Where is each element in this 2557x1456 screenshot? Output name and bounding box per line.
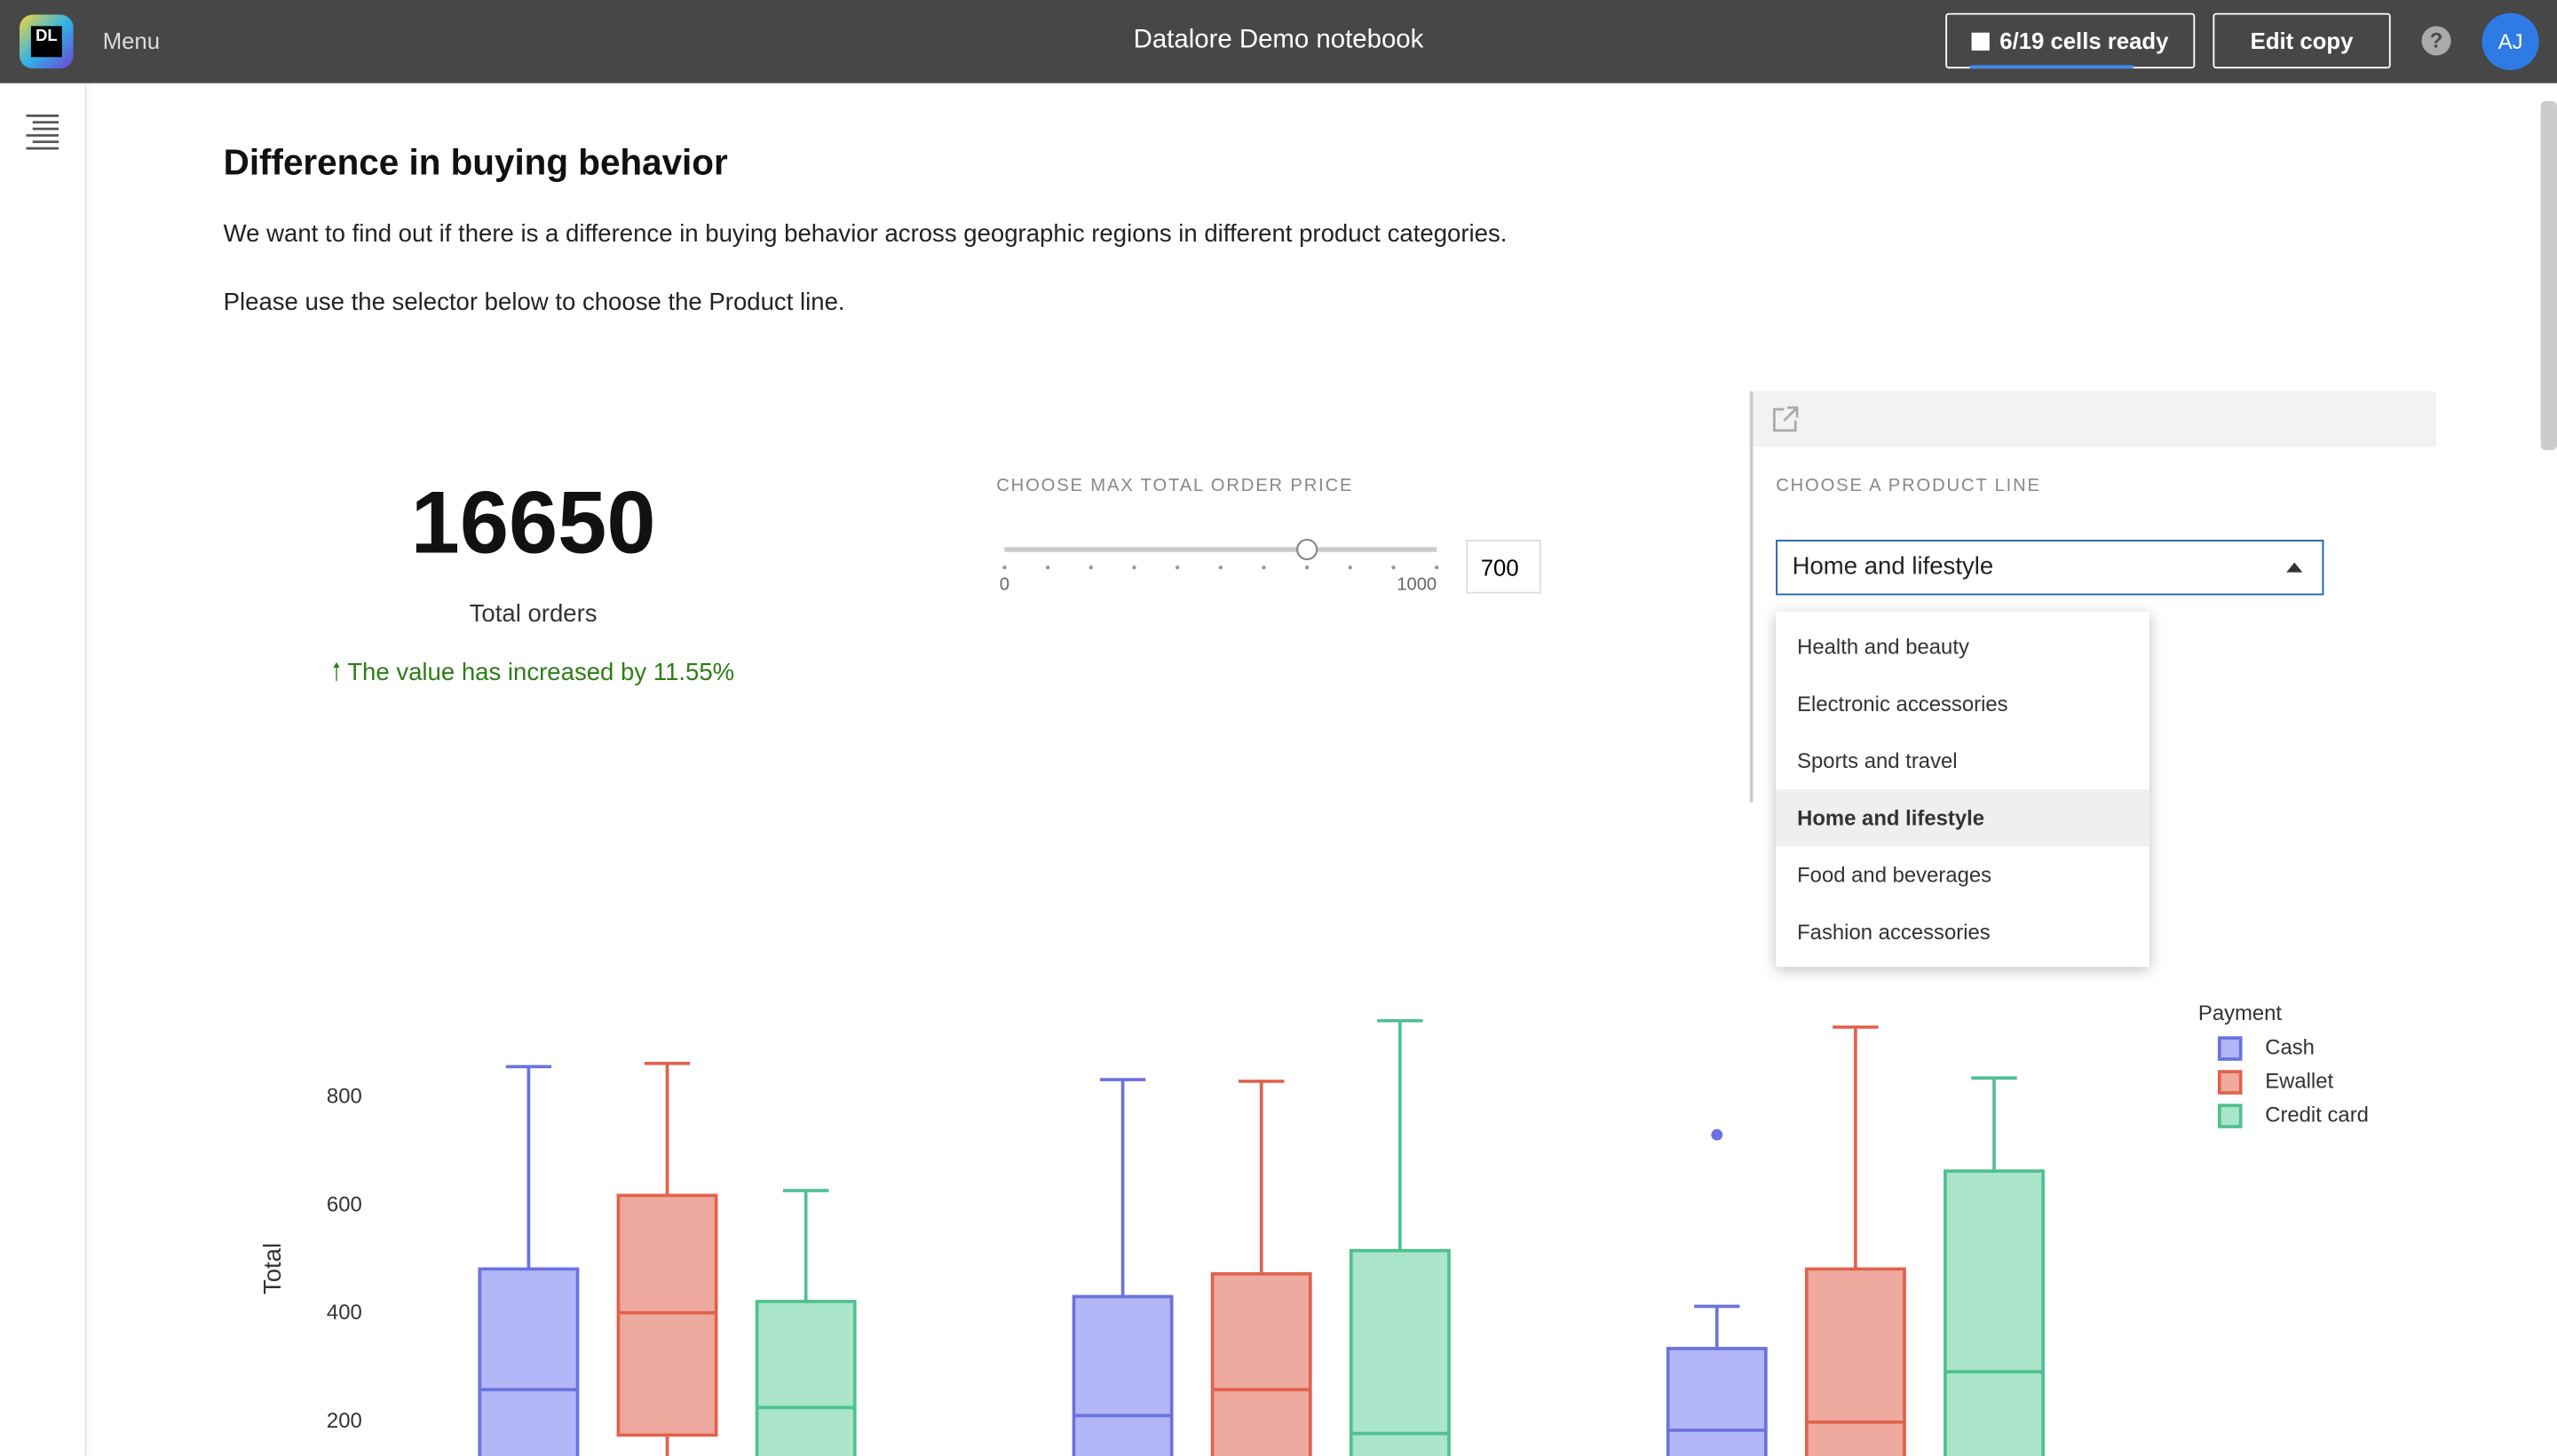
outlier	[1711, 1128, 1723, 1141]
y-axis-label: Total	[258, 1243, 286, 1294]
cell-toolbar	[1749, 391, 2437, 447]
slider-dot	[1002, 565, 1007, 570]
selected-value: Home and lifestyle	[1792, 552, 1994, 581]
slider-dot	[1089, 565, 1093, 570]
slider-max: 1000	[1397, 575, 1437, 595]
box	[1666, 1347, 1768, 1456]
box	[1943, 1169, 2045, 1456]
open-icon[interactable]	[1772, 406, 1799, 432]
status-button[interactable]: 6/19 cells ready	[1945, 12, 2196, 69]
logo[interactable]: DL	[20, 14, 74, 69]
caret	[2286, 562, 2303, 573]
cell-border	[1749, 447, 1753, 803]
slider-dot	[1391, 565, 1396, 570]
slider-thumb	[1296, 538, 1318, 561]
box	[616, 1193, 718, 1437]
box	[478, 1267, 580, 1456]
box	[1210, 1272, 1312, 1456]
slider-label: CHOOSE MAX TOTAL ORDER PRICE	[996, 476, 1354, 496]
kpi-change: 🠑 The value has increased by 11.55%	[207, 655, 859, 696]
box	[755, 1300, 857, 1456]
y-tick-label: 400	[327, 1301, 362, 1325]
legend-label: Cash	[2265, 1035, 2315, 1059]
status-text: 6/19 cells ready	[1999, 28, 2169, 54]
progress	[1969, 65, 2133, 69]
kpi-label: Total orders	[469, 599, 598, 629]
outline-icon[interactable]	[26, 115, 61, 150]
selector-label: CHOOSE A PRODUCT LINE	[1776, 476, 2041, 496]
chart: Total Payment 200 400 600 800 Cash Ewallet Cre…	[258, 1001, 2369, 1456]
notebook-title: Datalore Demo notebook	[1133, 26, 1424, 54]
selector[interactable]: Home and lifestyle	[1776, 539, 2324, 596]
heading: Difference in buying behavior	[223, 141, 728, 183]
slider-dot	[1434, 565, 1439, 570]
top-bar: DL Menu Datalore Demo notebook 6/19 cell…	[0, 0, 2557, 83]
slider-dot	[1218, 565, 1223, 570]
kpi-value: 16650	[410, 474, 656, 573]
help[interactable]: ?	[2421, 26, 2451, 56]
slider-dot	[1304, 565, 1310, 570]
arrow: 🠑	[332, 659, 348, 687]
option[interactable]: Food and beverages	[1797, 862, 1992, 888]
slider-input[interactable]: 700	[1466, 539, 1541, 594]
kpi-change-text: The value has increased by 11.55%	[347, 659, 735, 687]
legend-swatch	[2217, 1104, 2243, 1128]
slider-dot	[1348, 565, 1353, 570]
y-tick-label: 800	[327, 1085, 362, 1109]
option[interactable]: Health and beauty	[1797, 634, 1969, 660]
menu[interactable]: Menu	[102, 28, 161, 54]
legend-label: Credit card	[2265, 1103, 2369, 1127]
slider-dot	[1132, 565, 1136, 570]
option[interactable]: Fashion accessories	[1797, 919, 1991, 945]
slider-dot	[1175, 565, 1180, 570]
slider-min: 0	[1000, 575, 1009, 595]
option[interactable]: Home and lifestyle	[1776, 788, 2149, 847]
slider-dot	[1262, 565, 1266, 570]
status-icon	[1972, 32, 1991, 51]
box	[1072, 1294, 1174, 1456]
box	[1804, 1267, 1906, 1456]
dropdown: Health and beauty Electronic accessories S…	[1776, 611, 2149, 968]
edit-button[interactable]: Edit copy	[2213, 12, 2391, 69]
slider-dot	[1045, 565, 1050, 570]
avatar[interactable]: AJ	[2482, 12, 2539, 70]
y-tick-label: 600	[327, 1192, 362, 1216]
logo-text: DL	[30, 26, 62, 58]
box	[1349, 1248, 1451, 1456]
y-tick-label: 200	[327, 1409, 362, 1433]
option[interactable]: Electronic accessories	[1797, 691, 2008, 716]
paragraph: We want to find out if there is a differ…	[223, 219, 1508, 249]
scrollbar[interactable]	[2540, 100, 2557, 450]
legend-title: Payment	[2198, 1001, 2283, 1025]
legend-label: Ewallet	[2265, 1069, 2333, 1093]
paragraph: Please use the selector below to choose …	[223, 289, 845, 317]
option[interactable]: Sports and travel	[1797, 748, 1958, 773]
legend-swatch	[2217, 1070, 2243, 1095]
legend-swatch	[2217, 1036, 2243, 1061]
slider[interactable]: 0 1000	[994, 530, 1468, 604]
sidebar	[0, 83, 87, 1456]
